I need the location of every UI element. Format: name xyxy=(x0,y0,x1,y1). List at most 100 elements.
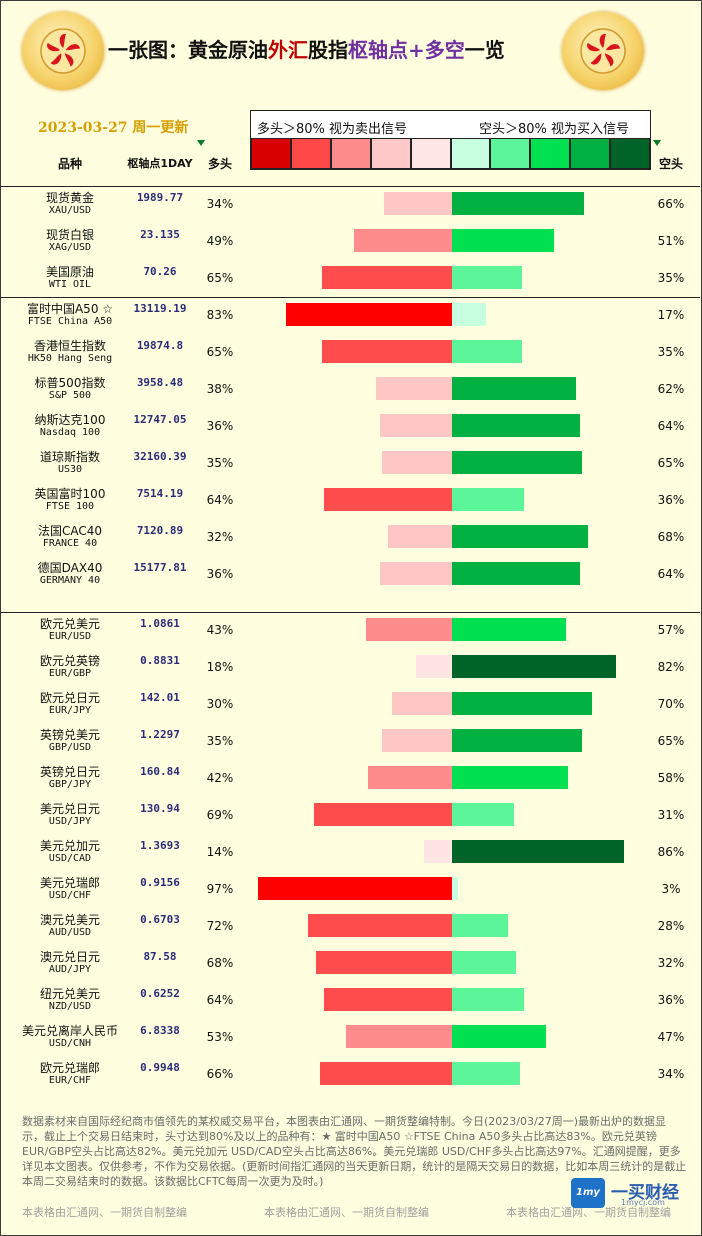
long-bar xyxy=(416,655,452,678)
long-bar xyxy=(322,340,452,363)
short-percent-label: 66% xyxy=(657,197,685,211)
long-bar xyxy=(320,1062,452,1085)
long-percent-label: 38% xyxy=(206,382,234,396)
short-percent-label: 31% xyxy=(657,808,685,822)
col-header-short: 空头 xyxy=(658,157,683,171)
short-percent-label: 3% xyxy=(661,882,681,896)
instrument-name-cn: 道琼斯指数 xyxy=(39,450,100,464)
table-row: 美元兑日元 USD/JPY 130.94 69% 31% xyxy=(0,798,700,835)
legend-swatch xyxy=(530,138,571,169)
legend-swatch xyxy=(290,138,331,169)
instrument-name-cn: 美国原油 xyxy=(45,265,94,279)
table-row: 美元兑瑞郎 USD/CHF 0.9156 97% 3% xyxy=(0,872,700,909)
pivot-value: 87.58 xyxy=(143,950,177,963)
instrument-name-cn: 澳元兑美元 xyxy=(39,913,100,927)
pivot-value: 23.135 xyxy=(140,228,180,241)
legend-short-text: 空头＞80% 视为买入信号 xyxy=(479,122,630,137)
long-bar xyxy=(324,488,452,511)
table-row: 富时中国A50 ☆ FTSE China A50 13119.19 83% 17% xyxy=(0,298,700,335)
long-percent-label: 35% xyxy=(206,456,234,470)
pivot-value: 0.6703 xyxy=(140,913,180,926)
instrument-name-cn: 美元兑日元 xyxy=(39,802,100,816)
instrument-name-en: AUD/JPY xyxy=(48,964,92,975)
short-percent-label: 28% xyxy=(657,919,685,933)
short-percent-label: 51% xyxy=(657,234,685,248)
long-bar xyxy=(286,303,452,326)
long-bar xyxy=(316,951,452,974)
long-percent-label: 32% xyxy=(206,530,234,544)
short-percent-label: 65% xyxy=(657,456,685,470)
table-row: 现货黄金 XAU/USD 1989.77 34% 66% xyxy=(0,187,700,224)
footer-mark-3: 本表格由汇通网、一期货自制整编 xyxy=(506,1206,671,1219)
long-percent-label: 36% xyxy=(206,567,234,581)
corner-mark-right xyxy=(653,140,661,146)
long-percent-label: 97% xyxy=(206,882,234,896)
pivot-value: 0.6252 xyxy=(140,987,180,1000)
short-bar xyxy=(452,914,508,937)
chart-title: 一张图：黄金原油外汇股指枢轴点+多空一览 xyxy=(108,34,558,63)
separator-indices xyxy=(0,612,700,613)
instrument-name-cn: 英镑兑美元 xyxy=(39,728,100,742)
instrument-name-en: S&P 500 xyxy=(48,390,92,401)
instrument-name-cn: 欧元兑瑞郎 xyxy=(39,1061,100,1075)
short-bar xyxy=(452,414,580,437)
separator-commodities xyxy=(0,297,700,298)
table-row: 英国富时100 FTSE 100 7514.19 64% 36% xyxy=(0,483,700,520)
instrument-name-en: GBP/USD xyxy=(48,742,92,753)
short-bar xyxy=(452,840,624,863)
instrument-name-en: WTI OIL xyxy=(48,279,92,290)
table-row: 欧元兑日元 EUR/JPY 142.01 30% 70% xyxy=(0,687,700,724)
instrument-name-cn: 欧元兑日元 xyxy=(39,691,100,705)
long-percent-label: 64% xyxy=(206,493,234,507)
signal-legend: 多头＞80% 视为卖出信号 空头＞80% 视为买入信号 xyxy=(250,110,651,170)
instrument-name-cn: 欧元兑美元 xyxy=(39,617,100,631)
short-percent-label: 82% xyxy=(657,660,685,674)
long-bar xyxy=(308,914,452,937)
long-bar xyxy=(388,525,452,548)
short-bar xyxy=(452,340,522,363)
pivot-value: 70.26 xyxy=(143,265,177,278)
short-percent-label: 36% xyxy=(657,993,685,1007)
short-bar xyxy=(452,1062,520,1085)
short-bar xyxy=(452,229,554,252)
legend-swatch xyxy=(610,138,651,169)
legend-swatch xyxy=(251,138,291,169)
separator-header xyxy=(0,186,700,187)
long-bar xyxy=(314,803,452,826)
short-bar xyxy=(452,618,566,641)
long-bar xyxy=(424,840,452,863)
short-bar xyxy=(452,877,458,900)
pivot-value: 15177.81 xyxy=(133,561,187,574)
footer-mark-2: 本表格由汇通网、一期货自制整编 xyxy=(264,1206,429,1219)
long-percent-label: 64% xyxy=(206,993,234,1007)
table-row: 纽元兑美元 NZD/USD 0.6252 64% 36% xyxy=(0,983,700,1020)
instrument-name-cn: 美元兑加元 xyxy=(39,839,100,853)
instrument-name-en: GERMANY 40 xyxy=(39,575,101,586)
long-percent-label: 42% xyxy=(206,771,234,785)
long-percent-label: 65% xyxy=(206,271,234,285)
hk-emblem-logo-left xyxy=(22,12,104,90)
long-percent-label: 66% xyxy=(206,1067,234,1081)
instrument-name-cn: 法国CAC40 xyxy=(37,524,103,538)
long-percent-label: 14% xyxy=(206,845,234,859)
short-percent-label: 86% xyxy=(657,845,685,859)
table-row: 纳斯达克100 Nasdaq 100 12747.05 36% 64% xyxy=(0,409,700,446)
long-bar xyxy=(346,1025,452,1048)
instrument-name-en: NZD/USD xyxy=(48,1001,92,1012)
long-percent-label: 49% xyxy=(206,234,234,248)
long-percent-label: 72% xyxy=(206,919,234,933)
instrument-name-en: GBP/JPY xyxy=(48,779,92,790)
short-bar xyxy=(452,655,616,678)
long-percent-label: 69% xyxy=(206,808,234,822)
instrument-name-cn: 美元兑离岸人民币 xyxy=(21,1024,118,1038)
table-row: 现货白银 XAG/USD 23.135 49% 51% xyxy=(0,224,700,261)
long-bar xyxy=(354,229,452,252)
instrument-name-cn: 德国DAX40 xyxy=(37,561,103,575)
long-bar xyxy=(380,562,452,585)
legend-long-text: 多头＞80% 视为卖出信号 xyxy=(257,122,408,137)
watermark-sub: 1mycj.com xyxy=(621,1198,665,1207)
pivot-value: 130.94 xyxy=(140,802,180,815)
instrument-name-en: EUR/JPY xyxy=(48,705,92,716)
pivot-value: 7120.89 xyxy=(136,524,184,537)
short-bar xyxy=(452,766,568,789)
